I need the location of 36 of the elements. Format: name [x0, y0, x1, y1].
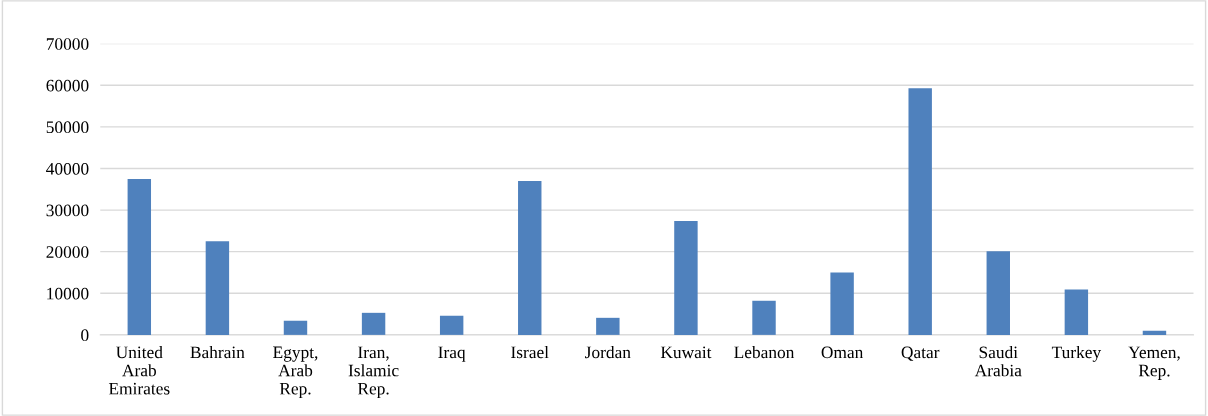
bar [830, 272, 854, 335]
bar [674, 220, 698, 335]
bar [752, 300, 776, 335]
y-tick-label: 50000 [46, 121, 89, 134]
x-tick-label: Lebanon [734, 345, 795, 359]
bar [361, 312, 386, 335]
x-tick-label: Iraq [438, 346, 466, 362]
x-tick-label: United Arab Emirates [108, 345, 170, 395]
bar [596, 317, 620, 335]
x-tick-label: Yemen, Rep. [1128, 346, 1180, 380]
y-tick-label: 60000 [46, 79, 89, 92]
x-tick-label: Bahrain [190, 345, 245, 359]
x-tick-label: Kuwait [660, 346, 712, 359]
x-tick-label: Qatar [901, 346, 940, 361]
bar [439, 315, 464, 335]
bar [986, 251, 1010, 335]
y-tick-label: 30000 [46, 204, 89, 217]
y-tick-label: 10000 [47, 287, 89, 300]
bar [518, 180, 542, 335]
bar [1064, 289, 1089, 335]
x-tick-label: Saudi Arabia [974, 345, 1022, 377]
y-tick-label: 20000 [46, 246, 89, 258]
x-tick-label: Egypt, Arab Rep. [273, 346, 318, 399]
x-tick-label: Oman [821, 346, 864, 359]
x-tick-label: Israel [511, 345, 549, 359]
x-tick-label: Iran, Islamic Rep. [348, 346, 399, 399]
bar [908, 88, 932, 335]
x-tick-label: Jordan [585, 345, 631, 359]
bar [1142, 330, 1167, 335]
bar [127, 178, 152, 335]
bar [283, 320, 308, 335]
y-tick-label: 70000 [46, 38, 89, 50]
bar [205, 241, 230, 335]
y-tick-label: 0 [81, 329, 89, 342]
y-tick-label: 40000 [46, 162, 89, 175]
x-tick-label: Turkey [1051, 345, 1102, 362]
